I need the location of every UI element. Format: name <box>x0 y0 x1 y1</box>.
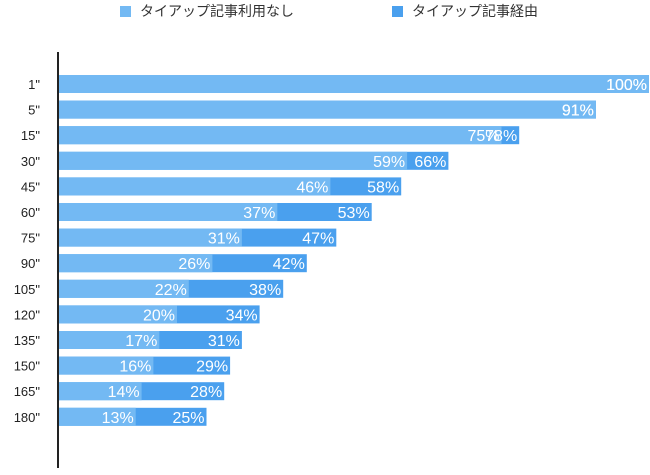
bar-no-tieup <box>59 126 502 145</box>
data-label-no-tieup: 59% <box>373 154 405 171</box>
data-label-no-tieup: 75% <box>467 128 499 145</box>
bar-no-tieup <box>59 254 213 273</box>
data-label-no-tieup: 26% <box>178 256 210 273</box>
bar-no-tieup <box>59 203 278 221</box>
bar-no-tieup <box>59 177 331 196</box>
data-label-tieup: 58% <box>367 179 399 196</box>
data-label-tieup: 42% <box>273 256 305 273</box>
chart-legend: タイアップ記事利用なし タイアップ記事経由 <box>0 0 650 24</box>
legend-label-no-tieup: タイアップ記事利用なし <box>140 4 294 20</box>
bar-no-tieup <box>59 100 596 119</box>
data-label-no-tieup: 46% <box>296 179 328 196</box>
y-tick-label: 120" <box>14 307 41 322</box>
y-tick-label: 105" <box>14 282 41 297</box>
legend-item-tieup: タイアップ記事経由 <box>392 3 538 20</box>
y-tick-label: 90" <box>21 256 40 271</box>
data-label-tieup: 38% <box>249 282 281 299</box>
y-tick-label: 165" <box>14 384 41 399</box>
legend-swatch-tieup <box>392 5 403 17</box>
data-label-no-tieup: 17% <box>125 333 157 350</box>
data-label-tieup: 66% <box>414 154 446 171</box>
bar-no-tieup <box>59 75 649 93</box>
bar-no-tieup <box>59 279 189 298</box>
y-tick-label: 15" <box>21 128 40 143</box>
data-label-no-tieup: 16% <box>119 359 151 376</box>
data-label-no-tieup: 37% <box>243 205 275 222</box>
data-label-no-tieup: 91% <box>562 103 594 120</box>
data-label-tieup: 100% <box>606 77 647 94</box>
y-tick-label: 45" <box>21 179 40 194</box>
y-tick-label: 75" <box>21 231 40 246</box>
y-tick-label: 30" <box>21 154 40 169</box>
y-tick-label: 5" <box>28 103 40 118</box>
data-label-tieup: 28% <box>190 384 222 401</box>
legend-swatch-no-tieup <box>120 5 131 17</box>
y-tick-label: 135" <box>14 333 41 348</box>
data-label-no-tieup: 100% <box>606 77 647 94</box>
legend-item-no-tieup: タイアップ記事利用なし <box>120 3 294 20</box>
data-label-no-tieup: 13% <box>102 410 134 427</box>
y-tick-label: 1" <box>28 77 40 92</box>
data-label-tieup: 53% <box>338 205 370 222</box>
data-label-no-tieup: 22% <box>155 282 187 299</box>
bar-no-tieup <box>59 151 408 170</box>
y-tick-label: 180" <box>14 410 41 425</box>
bar-no-tieup <box>59 407 136 426</box>
data-label-tieup: 91% <box>562 103 594 120</box>
bar-no-tieup <box>59 305 177 324</box>
bar-no-tieup <box>59 382 142 401</box>
data-label-tieup: 78% <box>485 128 517 145</box>
data-label-tieup: 34% <box>226 307 258 324</box>
data-label-tieup: 25% <box>172 410 204 427</box>
data-label-tieup: 31% <box>208 333 240 350</box>
y-tick-label: 150" <box>14 359 41 374</box>
legend-label-tieup: タイアップ記事経由 <box>412 4 538 20</box>
data-label-no-tieup: 14% <box>108 384 140 401</box>
data-label-no-tieup: 20% <box>143 307 175 324</box>
y-tick-label: 60" <box>21 205 40 220</box>
data-label-tieup: 29% <box>196 359 228 376</box>
data-label-no-tieup: 31% <box>208 231 240 248</box>
bar-no-tieup <box>59 356 154 375</box>
bar-no-tieup <box>59 331 160 349</box>
data-label-tieup: 47% <box>302 231 334 248</box>
bar-no-tieup <box>59 228 242 247</box>
